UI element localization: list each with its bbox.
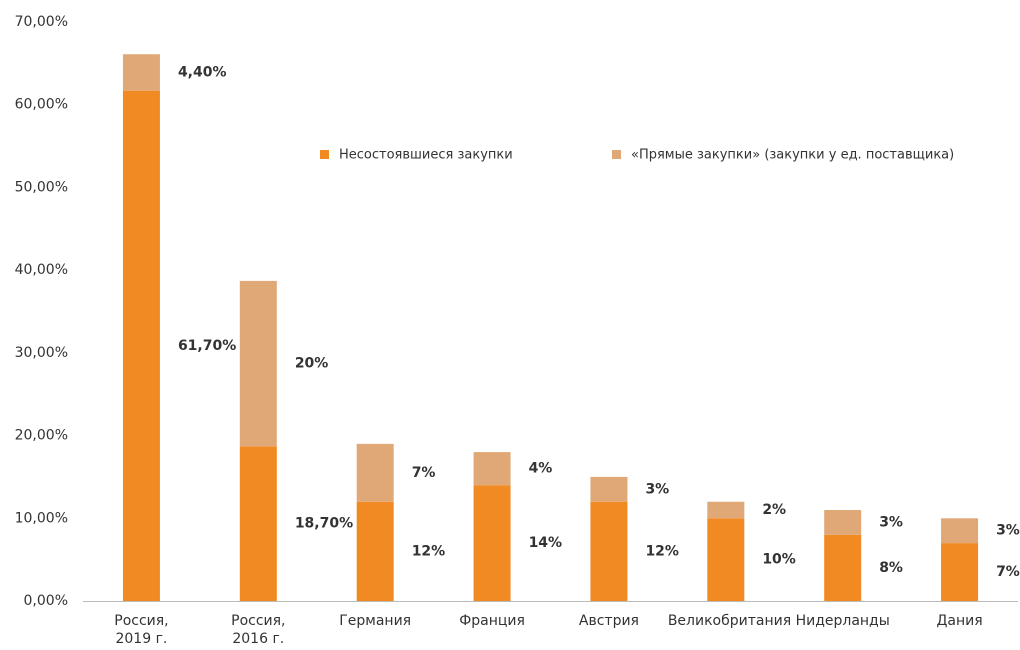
legend-marker <box>320 150 329 159</box>
data-label: 7% <box>412 465 436 481</box>
data-label: 3% <box>645 481 669 497</box>
data-label: 8% <box>879 560 903 576</box>
x-tick-label: Россия, 2016 г. <box>231 613 286 647</box>
data-label: 7% <box>996 564 1020 580</box>
x-tick-label: Великобритания <box>667 613 792 629</box>
data-label: 4% <box>529 461 553 477</box>
bar-segment <box>824 510 862 535</box>
x-tick-label: Франция <box>459 613 525 629</box>
data-label: 10% <box>762 552 796 568</box>
data-label: 2% <box>762 502 786 518</box>
bar-segment <box>239 280 277 447</box>
bar-segment <box>941 518 979 544</box>
bar-segment <box>473 452 511 486</box>
y-tick-label: 60,00% <box>15 97 68 113</box>
x-tick-label: Дания <box>936 613 983 629</box>
bar-segment <box>239 446 277 601</box>
data-label: 3% <box>996 523 1020 539</box>
data-label: 20% <box>295 356 329 372</box>
x-tick-label: Австрия <box>578 613 639 629</box>
y-tick-label: 10,00% <box>15 510 68 526</box>
x-tick-label: Россия, 2019 г. <box>114 613 169 647</box>
bar-segment <box>824 534 862 601</box>
data-label: 12% <box>645 543 679 559</box>
y-tick-label: 50,00% <box>15 179 68 195</box>
y-tick-label: 20,00% <box>15 428 68 444</box>
bar-segment <box>590 476 628 502</box>
data-label: 4,40% <box>178 64 227 80</box>
bar-segment <box>356 501 394 601</box>
bar-segment <box>122 90 160 601</box>
bar-segment <box>941 543 979 601</box>
data-label: 18,70% <box>295 516 353 532</box>
data-label: 12% <box>412 543 446 559</box>
y-tick-label: 70,00% <box>15 14 68 30</box>
legend-marker <box>612 150 621 159</box>
y-tick-label: 30,00% <box>15 345 68 361</box>
data-label: 14% <box>529 535 563 551</box>
legend-label: «Прямые закупки» (закупки у ед. поставщи… <box>631 148 954 163</box>
legend-label: Несостоявшиеся закупки <box>339 148 513 163</box>
bar-segment <box>356 443 394 502</box>
x-tick-label: Нидерланды <box>795 613 890 629</box>
bar-segment <box>122 54 160 91</box>
y-tick-label: 0,00% <box>24 593 68 609</box>
bar-segment <box>473 485 511 601</box>
bar-segment <box>707 501 745 519</box>
data-label: 3% <box>879 514 903 530</box>
y-tick-label: 40,00% <box>15 262 68 278</box>
bar-segment <box>707 518 745 601</box>
bar-segment <box>590 501 628 601</box>
x-tick-label: Германия <box>339 613 412 629</box>
data-label: 61,70% <box>178 338 236 354</box>
